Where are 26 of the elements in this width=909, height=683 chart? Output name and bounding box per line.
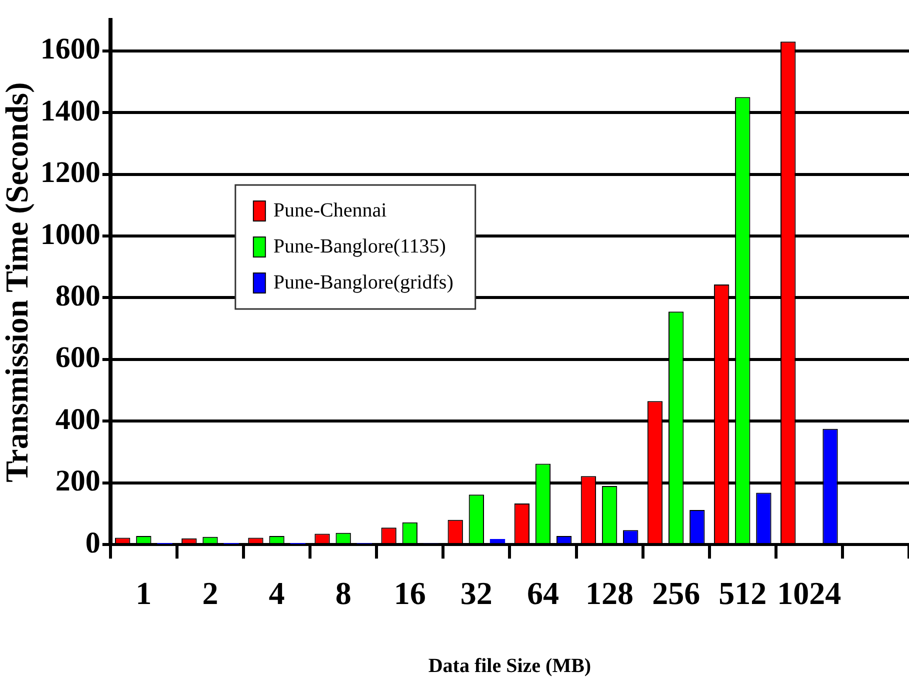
y-tick-label: 1000 — [40, 218, 100, 251]
x-tick-label: 32 — [460, 575, 492, 612]
x-tick-label: 1 — [136, 575, 152, 612]
x-tick-label: 2 — [202, 575, 218, 612]
x-tick-label: 128 — [586, 575, 634, 612]
y-tick-label: 1600 — [40, 32, 100, 66]
x-tick-label: 16 — [394, 575, 426, 612]
x-tick-label: 256 — [652, 575, 700, 612]
y-tick-label: 1200 — [40, 156, 100, 190]
bar — [490, 539, 506, 544]
x-tick-label: 4 — [268, 575, 285, 612]
x-tick-label: 8 — [335, 575, 352, 612]
legend-label: Pune-Banglore(1135) — [273, 235, 446, 258]
y-tick-label: 400 — [55, 402, 100, 436]
y-tick-label: 0 — [85, 526, 100, 560]
y-axis-title: Transmission Time (Seconds) — [0, 82, 34, 482]
legend-label: Pune-Banglore(gridfs) — [273, 271, 454, 294]
legend-label: Pune-Chennai — [273, 199, 388, 222]
y-tick-label: 800 — [55, 279, 100, 312]
x-tick-label: 64 — [526, 575, 559, 612]
x-tick-label: 1024 — [777, 575, 842, 612]
y-tick-label: 1400 — [40, 94, 100, 128]
y-tick-label: 600 — [55, 341, 100, 374]
x-axis-title: Data file Size (MB) — [428, 655, 592, 678]
y-tick-label: 200 — [55, 464, 100, 498]
x-tick-label: 512 — [718, 575, 767, 612]
